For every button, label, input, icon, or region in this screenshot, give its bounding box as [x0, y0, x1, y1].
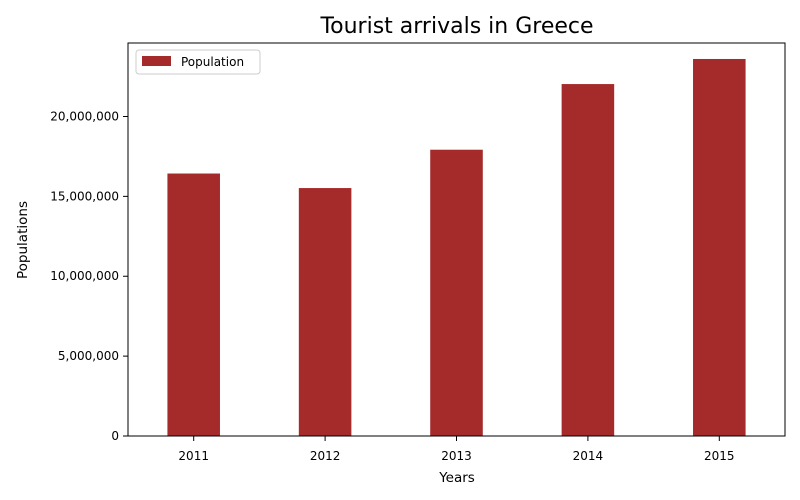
x-axis-label: Years — [438, 470, 475, 486]
x-tick-label: 2014 — [573, 449, 604, 463]
bars-group — [167, 58, 746, 437]
y-axis-ticks: 0 5,000,000 10,000,000 15,000,000 20,000,000 — [50, 109, 128, 443]
y-tick-label: 0 — [111, 429, 119, 443]
bar-2015 — [693, 58, 746, 436]
x-tick-label: 2012 — [310, 449, 341, 463]
y-tick-label: 15,000,000 — [50, 189, 119, 203]
x-axis-ticks: 2011 2012 2013 2014 2015 — [178, 436, 735, 463]
bar-2013 — [430, 149, 483, 436]
bar-2012 — [298, 188, 352, 436]
y-tick-label: 5,000,000 — [58, 349, 119, 363]
legend-swatch — [142, 56, 171, 66]
bar-2011 — [167, 173, 220, 436]
y-axis-label: Populations — [15, 201, 31, 279]
x-tick-label: 2013 — [441, 449, 472, 463]
legend-label: Population — [181, 55, 244, 69]
legend: Population — [135, 49, 261, 75]
bar-2014 — [561, 84, 615, 437]
plot-area-frame — [127, 42, 786, 437]
chart-title: Tourist arrivals in Greece — [319, 14, 593, 39]
y-tick-label: 20,000,000 — [50, 109, 119, 123]
x-tick-label: 2015 — [704, 449, 735, 463]
x-tick-label: 2011 — [178, 449, 209, 463]
y-tick-label: 10,000,000 — [50, 269, 119, 283]
